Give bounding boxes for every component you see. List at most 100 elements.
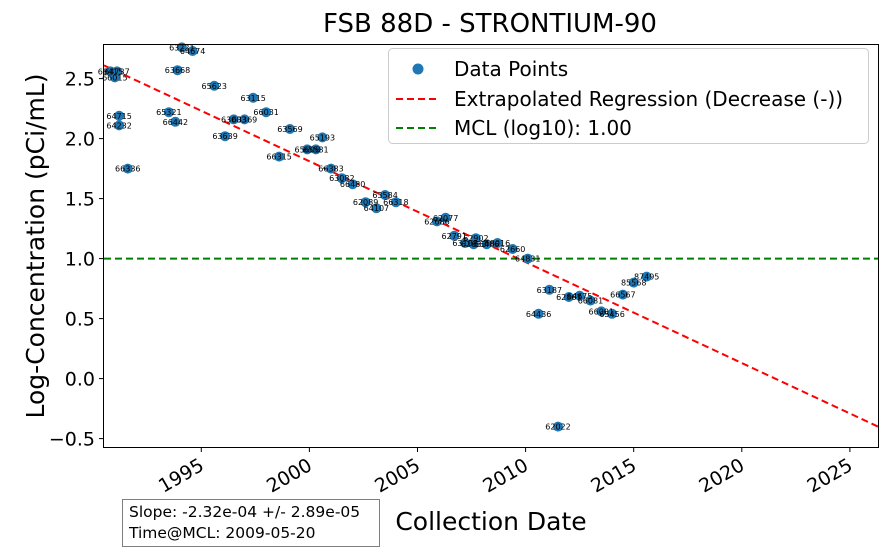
slope-text: Slope: -2.32e-04 +/- 2.89e-05: [129, 503, 361, 521]
data-point-label: 64737: [104, 67, 129, 76]
data-point: [596, 306, 607, 317]
y-axis: −0.5 0.0 0.5 1.0 1.5 2.0 2.5: [49, 69, 104, 451]
data-point-label: 87495: [634, 273, 659, 282]
x-tick-label: 2000: [263, 454, 316, 497]
data-point-label: 66442: [163, 118, 188, 127]
data-point: [553, 421, 564, 432]
data-point: [347, 179, 358, 190]
data-point: [170, 116, 181, 127]
legend-marker-points: [412, 63, 424, 75]
data-point: [390, 197, 401, 208]
data-point-label: 63115: [240, 94, 265, 103]
data-point-label: 64675: [567, 292, 592, 301]
data-point-label: 66001: [589, 307, 614, 316]
legend-label-regression: Extrapolated Regression (Decrease (-)): [454, 87, 843, 111]
data-point: [317, 132, 328, 143]
data-point: [248, 92, 259, 103]
data-point-label: 63187: [537, 286, 562, 295]
y-tick-label: 2.5: [65, 69, 95, 91]
data-point: [114, 110, 125, 121]
y-tick-label: 1.5: [65, 189, 95, 211]
legend-label-mcl: MCL (log10): 1.00: [454, 116, 632, 140]
data-point-label: 63082: [329, 174, 354, 183]
data-point-label: 63569: [277, 125, 302, 134]
data-point: [641, 271, 652, 282]
data-point: [302, 144, 313, 155]
data-point-label: 65321: [156, 108, 181, 117]
data-point: [228, 114, 239, 125]
legend: Data Points Extrapolated Regression (Dec…: [388, 48, 869, 144]
data-point-label: 68016: [485, 239, 510, 248]
data-point: [274, 151, 285, 162]
x-tick-label: 2010: [479, 454, 532, 497]
data-point-label: 65456: [599, 310, 624, 319]
x-axis: 1995 2000 2005 2010 2015 2020 2025: [155, 447, 856, 498]
data-point-label: 66486: [474, 240, 499, 249]
data-point: [563, 292, 574, 302]
data-point-label: 63639: [212, 132, 237, 141]
y-tick-label: 0.0: [65, 369, 95, 391]
legend-label-points: Data Points: [454, 57, 568, 81]
data-point: [431, 216, 442, 227]
data-point: [336, 173, 347, 184]
data-point-label: 66383: [318, 165, 343, 174]
data-point-label: 63221: [169, 43, 194, 52]
data-point-label: 64674: [180, 47, 205, 56]
data-point: [326, 163, 337, 174]
data-point: [187, 46, 198, 56]
data-point-label: 65606: [295, 145, 320, 154]
data-point-label: 64715: [106, 112, 131, 121]
data-point-label: 63668: [165, 66, 190, 75]
data-point-label: 64831: [515, 255, 540, 264]
data-point: [360, 197, 371, 208]
data-point-label: 64107: [364, 204, 389, 213]
data-point-label: 62686: [424, 217, 449, 226]
data-point: [617, 289, 628, 300]
stats-box: Slope: -2.32e-04 +/- 2.89e-05 Time@MCL: …: [122, 499, 380, 547]
data-point-label: 66081: [578, 297, 603, 306]
time-at-mcl-text: Time@MCL: 2009-05-20: [129, 524, 316, 542]
data-point: [380, 190, 391, 200]
data-point-label: 62791: [442, 232, 467, 241]
data-point: [220, 131, 231, 142]
data-point: [533, 308, 544, 319]
y-axis-label: Log-Concentration (pCi/mL): [21, 74, 50, 419]
data-point-label: 63003: [221, 115, 246, 124]
y-tick-label: 2.0: [65, 129, 95, 151]
data-point: [261, 107, 272, 118]
x-tick-label: 2025: [804, 454, 857, 497]
data-point-label: 65581: [303, 145, 328, 154]
data-point-label: 68415: [98, 67, 123, 76]
data-point: [122, 163, 133, 174]
data-point-label: 62867: [556, 293, 581, 302]
y-tick-label: 1.0: [65, 249, 95, 271]
data-point-label: 66336: [115, 165, 140, 174]
data-point: [574, 290, 585, 301]
data-point: [481, 239, 492, 250]
x-tick-label: 2015: [587, 454, 640, 497]
data-point: [585, 295, 596, 306]
data-point-label: 64232: [106, 121, 131, 130]
data-point-label: 63369: [232, 115, 257, 124]
data-point-label: 62022: [545, 423, 570, 432]
data-point-label: 66480: [340, 180, 365, 189]
x-tick-label: 1995: [155, 454, 208, 497]
x-tick-label: 2020: [695, 454, 748, 497]
data-point: [109, 72, 120, 83]
data-point: [371, 203, 382, 214]
data-point-label: 85568: [621, 279, 646, 288]
data-point: [440, 212, 451, 223]
data-point-label: 65193: [310, 133, 335, 142]
data-point: [114, 120, 125, 131]
data-point-label: 66031: [253, 108, 278, 117]
x-axis-label: Collection Date: [395, 507, 586, 536]
chart-title: FSB 88D - STRONTIUM-90: [323, 9, 657, 39]
data-point-label: 66318: [383, 198, 408, 207]
y-tick-label: 0.5: [65, 309, 95, 331]
data-point-label: 62633: [461, 240, 486, 249]
data-point-label: 62660: [500, 245, 525, 254]
data-point-label: 63584: [372, 191, 397, 200]
data-point: [628, 277, 639, 288]
